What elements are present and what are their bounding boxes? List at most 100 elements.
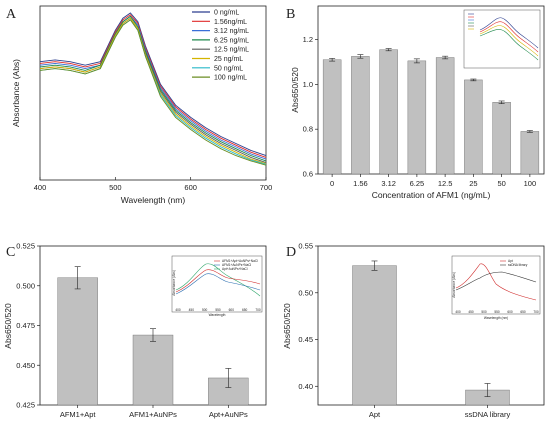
panel-letter-c: C bbox=[6, 245, 15, 260]
inset-d-y-label: Absorbance (Abs) bbox=[452, 272, 456, 298]
x-tick-label: Apt+AuNPs bbox=[209, 410, 248, 419]
panel-b-inset bbox=[463, 9, 541, 69]
panel-a-x-label: Wavelength (nm) bbox=[121, 195, 186, 205]
panel-a-frame bbox=[39, 5, 267, 181]
panel-a-legend: 0 ng/mL 1.56ng/mL 3.12 ng/mL 6.25 ng/mL 12.5… bbox=[192, 10, 249, 82]
panel-b-y-ticks: 0.6 0.8 1.0 1.2 bbox=[303, 35, 318, 179]
inset-b-curve bbox=[479, 25, 539, 57]
x-tick-label: 12.5 bbox=[438, 179, 453, 188]
y-tick-label: 0.500 bbox=[16, 281, 35, 290]
inset-x-tick-label: 550 bbox=[494, 310, 500, 314]
x-tick-label: Apt bbox=[369, 410, 381, 419]
y-tick-label: 0.55 bbox=[298, 242, 313, 251]
series-line-1 bbox=[39, 14, 267, 158]
y-tick-label: 1.2 bbox=[303, 35, 313, 44]
panel-c-inset-frame bbox=[171, 255, 263, 313]
bar-2 bbox=[379, 49, 398, 175]
inset-c-legend-1: AFM1+AuNPs+NaCl bbox=[222, 263, 252, 267]
y-tick-label: 0.525 bbox=[16, 242, 35, 251]
legend-label-7: 100 ng/mL bbox=[214, 75, 247, 82]
legend-label-4: 12.5 ng/mL bbox=[214, 47, 249, 54]
panel-b-frame bbox=[317, 5, 545, 175]
y-tick-label: 0.40 bbox=[298, 382, 313, 391]
bar-5 bbox=[464, 79, 483, 175]
series-line-3 bbox=[39, 15, 267, 162]
panel-b-inset-legend-swatches bbox=[468, 13, 474, 30]
panel-d-x-ticks: Apt ssDNA library bbox=[369, 405, 511, 419]
panel-letter-b: B bbox=[286, 7, 295, 22]
inset-x-tick-label: 450 bbox=[468, 310, 474, 314]
inset-x-tick-label: 700 bbox=[533, 310, 539, 314]
inset-b-curve bbox=[479, 17, 539, 49]
inset-d-x-ticks: 400 450 500 550 600 650 700 bbox=[455, 310, 539, 314]
panel-d-y-ticks: 0.40 0.45 0.50 0.55 bbox=[298, 242, 318, 391]
inset-x-tick-label: 400 bbox=[175, 308, 181, 312]
series-line-0 bbox=[39, 12, 267, 157]
inset-c-curve bbox=[175, 273, 261, 295]
legend-label-6: 50 ng/mL bbox=[214, 65, 243, 72]
inset-x-tick-label: 700 bbox=[255, 308, 261, 312]
legend-label-3: 6.25 ng/mL bbox=[214, 37, 249, 44]
panel-d: D 0.400.450.500.55 Apt ssDNA library Abs6… bbox=[282, 242, 545, 419]
x-tick-label: 25 bbox=[469, 179, 477, 188]
bar-0 bbox=[322, 59, 342, 175]
x-tick-label: 50 bbox=[497, 179, 505, 188]
inset-x-tick-label: 600 bbox=[507, 310, 513, 314]
inset-x-tick-label: 550 bbox=[215, 308, 221, 312]
legend-label-5: 25 ng/mL bbox=[214, 56, 243, 63]
inset-x-tick-label: 600 bbox=[229, 308, 235, 312]
panel-c-y-label: Abs650/520 bbox=[3, 303, 13, 349]
panel-b-bars bbox=[322, 48, 540, 175]
legend-label-1: 1.56ng/mL bbox=[214, 19, 247, 26]
x-tick-label: 100 bbox=[524, 179, 537, 188]
inset-d-legend-1: ssDNA library bbox=[508, 263, 528, 267]
legend-label-0: 0 ng/mL bbox=[214, 10, 239, 17]
series-line-5 bbox=[39, 17, 267, 164]
panel-b: B 0.60.81.01.2 0 1.56 3.12 6.25 12.5 25 50 100 … bbox=[286, 5, 545, 200]
inset-d-legend-0: Apt bbox=[508, 259, 513, 263]
y-tick-label: 0.425 bbox=[16, 401, 35, 410]
panel-c-inset: AFM1+Apt+AuNPs+NaCl AFM1+AuNPs+NaCl Apt+… bbox=[171, 255, 263, 317]
inset-x-tick-label: 500 bbox=[202, 308, 208, 312]
panel-c-x-ticks: AFM1+Apt AFM1+AuNPs Apt+AuNPs bbox=[60, 405, 248, 419]
y-tick-label: 1.0 bbox=[303, 80, 313, 89]
panel-letter-a: A bbox=[6, 7, 17, 22]
panel-b-x-label: Concentration of AFM1 (ng/mL) bbox=[372, 190, 491, 200]
series-line-7 bbox=[39, 19, 267, 166]
panel-a-y-label: Absorbance (Abs) bbox=[11, 59, 21, 127]
inset-x-tick-label: 400 bbox=[455, 310, 461, 314]
bar-6 bbox=[492, 102, 511, 175]
inset-c-x-label: Wavelength bbox=[209, 313, 226, 317]
inset-x-tick-label: 500 bbox=[481, 310, 487, 314]
inset-d-curve-ssdna bbox=[455, 271, 537, 291]
panel-letter-d: D bbox=[286, 245, 296, 260]
x-tick-label: 1.56 bbox=[353, 179, 368, 188]
inset-d-curve-apt bbox=[455, 263, 537, 301]
y-tick-label: 0.45 bbox=[298, 335, 313, 344]
bar-1 bbox=[351, 56, 370, 175]
inset-c-x-ticks: 400 450 500 550 600 650 700 bbox=[175, 308, 261, 312]
y-tick-label: 0.6 bbox=[303, 170, 313, 179]
y-tick-label: 0.450 bbox=[16, 361, 35, 370]
x-tick-label: AFM1+AuNPs bbox=[129, 410, 177, 419]
x-tick-label: 500 bbox=[109, 183, 122, 192]
bar-3 bbox=[407, 60, 427, 175]
panel-b-x-ticks: 0 1.56 3.12 6.25 12.5 25 50 100 bbox=[330, 174, 536, 188]
series-line-2 bbox=[39, 15, 267, 160]
x-tick-label: AFM1+Apt bbox=[60, 410, 97, 419]
panel-b-y-label: Abs650/520 bbox=[290, 67, 300, 113]
inset-d-x-label: Wavelength (nm) bbox=[484, 316, 508, 320]
bar-1 bbox=[132, 334, 174, 406]
inset-x-tick-label: 650 bbox=[242, 308, 248, 312]
x-tick-label: 700 bbox=[260, 183, 273, 192]
inset-c-curve bbox=[175, 263, 261, 297]
inset-c-legend-2: Apt+AuNPs+NaCl bbox=[222, 267, 248, 271]
panel-d-y-label: Abs650/520 bbox=[282, 303, 292, 349]
panel-d-inset: Apt ssDNA library 400 450 500 550 600 650 700 … bbox=[451, 255, 541, 320]
x-tick-label: ssDNA library bbox=[465, 410, 511, 419]
inset-c-y-label: Absorbance (Abs) bbox=[172, 270, 176, 296]
panel-c-bars bbox=[57, 266, 249, 406]
legend-label-2: 3.12 ng/mL bbox=[214, 28, 249, 35]
